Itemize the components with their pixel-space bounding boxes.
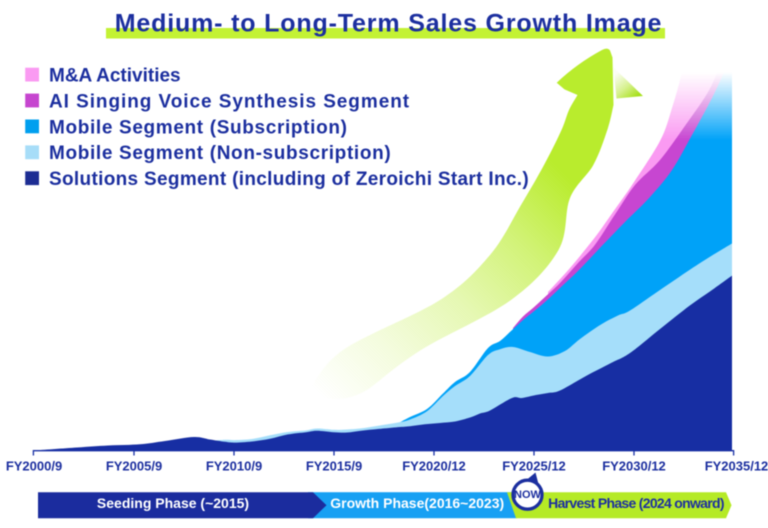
svg-text:FY2015/9: FY2015/9 <box>306 459 362 474</box>
svg-text:FY2020/12: FY2020/12 <box>402 459 466 474</box>
svg-text:Mobile Segment (Subscription): Mobile Segment (Subscription) <box>49 117 348 138</box>
svg-text:FY2000/9: FY2000/9 <box>6 459 62 474</box>
svg-text:Mobile Segment (Non-subscripti: Mobile Segment (Non-subscription) <box>49 143 391 164</box>
svg-text:Harvest Phase (2024 onward): Harvest Phase (2024 onward) <box>548 495 724 511</box>
svg-text:M&A Activities: M&A Activities <box>49 66 181 87</box>
svg-text:Seeding Phase (~2015): Seeding Phase (~2015) <box>97 495 249 511</box>
svg-text:FY2005/9: FY2005/9 <box>106 459 162 474</box>
svg-text:FY2025/12: FY2025/12 <box>502 459 566 474</box>
svg-text:NOW: NOW <box>514 489 542 501</box>
svg-text:FY2035/12: FY2035/12 <box>705 459 768 474</box>
svg-text:Medium- to Long-Term Sales Gro: Medium- to Long-Term Sales Growth Image <box>115 10 663 38</box>
svg-text:Growth Phase(2016~2023): Growth Phase(2016~2023) <box>330 495 504 511</box>
svg-text:FY2010/9: FY2010/9 <box>206 459 262 474</box>
svg-text:AI Singing Voice Synthesis Seg: AI Singing Voice Synthesis Segment <box>49 91 410 112</box>
svg-text:Solutions Segment (including o: Solutions Segment (including of Zeroichi… <box>49 169 529 190</box>
svg-text:FY2030/12: FY2030/12 <box>602 459 666 474</box>
